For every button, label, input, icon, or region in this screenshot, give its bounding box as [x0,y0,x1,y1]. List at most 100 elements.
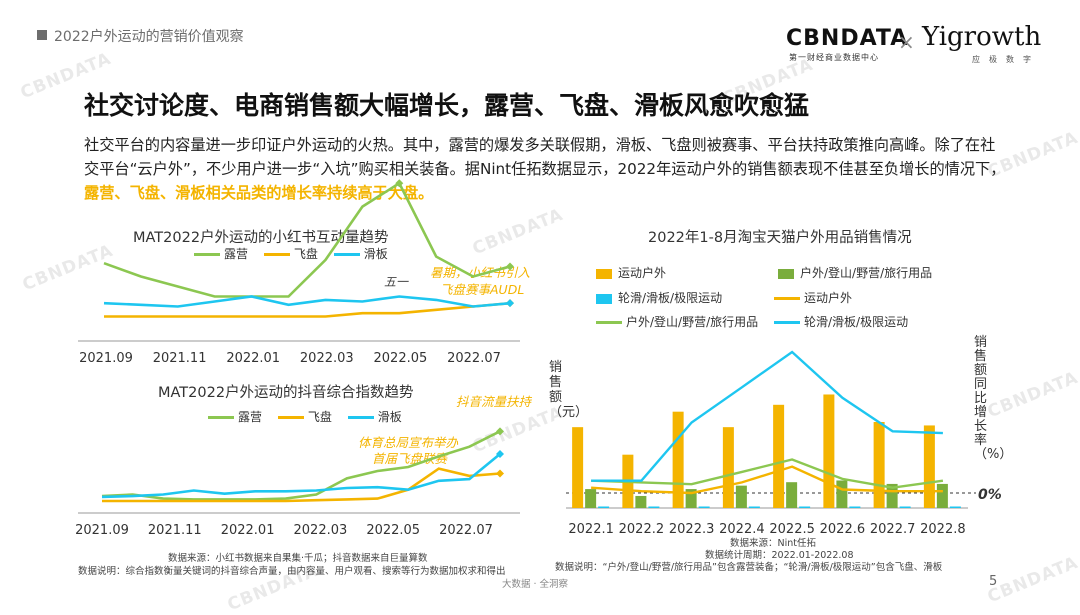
growth-line-2 [591,350,943,482]
legend-label: 户外/登山/野营/旅行用品 [626,315,759,329]
legend-line [596,321,622,324]
bar-2 [698,506,710,508]
bar-1 [786,482,798,508]
bar-1 [886,483,898,508]
bar-2 [799,506,811,508]
bar-1 [735,485,747,508]
x-tick-label: 2021.11 [153,351,207,366]
chart3-legend-item: 户外/登山/野营/旅行用品 [778,264,932,281]
legend-line [774,297,800,300]
x-tick-label: 2022.3 [669,522,715,537]
chart3-legend-item: 运动户外 [596,264,666,281]
bar-0 [873,422,885,508]
cbndata-logo: CBNDATA [786,26,909,51]
legend-label: 飞盘 [293,247,318,261]
bar-0 [672,411,684,508]
bar-0 [722,427,734,508]
annotation-gov-2: 首届飞盘联赛 [372,451,448,466]
legend-line-camping [194,253,220,256]
x-tick-label: 2021.09 [75,523,129,538]
legend-swatch [596,268,612,279]
logo-separator: × [898,30,915,54]
x-tick-label: 2022.01 [221,523,275,538]
x-tick-label: 2022.2 [619,522,665,537]
legend-label: 运动户外 [804,291,853,305]
footer-note-right: 数据说明：“户外/登山/野营/旅行用品”包含露营装备；“轮滑/滑板/极限运动”包… [555,562,943,573]
x-tick-label: 2022.7 [870,522,916,537]
series-end-marker-1 [496,469,504,478]
bar-2 [748,506,760,508]
series-end-marker-0 [496,427,504,436]
legend-line [774,321,800,324]
x-tick-label: 2022.6 [820,522,866,537]
x-tick-label: 2022.1 [568,522,614,537]
intro-text: 社交平台的内容量进一步印证户外运动的火热。其中，露营的爆发多关联假期，滑板、飞盘… [84,136,1006,178]
series-line-0 [101,430,501,501]
legend-line-skate [333,253,360,256]
x-tick-label: 2022.07 [447,351,501,366]
legend-label: 飞盘 [307,410,332,424]
legend-label: 轮滑/滑板/极限运动 [804,315,909,329]
bar-0 [923,425,935,508]
annotation-wuyi: 五一 [384,275,409,289]
legend-line-frisbee [263,253,290,256]
legend-line-camping [208,416,234,419]
legend-swatch [778,268,794,279]
annotation-summer-2: 飞盘赛事AUDL [440,282,525,297]
bar-2 [949,506,961,508]
annotation-gov-1: 体育总局宣布举办 [358,435,459,450]
bar-2 [899,506,911,508]
section-marker [37,30,47,40]
annotation-douyin: 抖音流量扶持 [456,394,532,409]
intro-highlight: 露营、飞盘、滑板相关品类的增长率持续高于大盘。 [84,184,434,202]
bar-2 [648,506,660,508]
chart3-legend-item: 户外/登山/野营/旅行用品 [584,313,758,330]
growth-line-0 [591,465,943,495]
footer-center: 大数据 · 全洞察 [502,579,569,590]
x-tick-label: 2022.4 [719,522,765,537]
yigrowth-logo-subtitle: 应极数字 [972,55,1040,64]
series-line-2 [103,295,511,308]
series-line-2 [101,452,501,499]
footer-source-left: 数据来源：小红书数据来自果集·千瓜；抖音数据来自巨量算数 [168,553,428,564]
series-end-marker-2 [496,450,504,459]
chart3-title: 2022年1-8月淘宝天猫户外用品销售情况 [648,230,912,246]
footer-note-left: 数据说明：综合指数衡量关键词的抖音综合声量，由内容量、用户观看、搜索等行为数据加… [78,566,506,577]
chart1-title: MAT2022户外运动的小红书互动量趋势 [133,230,389,246]
series-line-0 [103,181,511,298]
growth-line-1 [591,458,944,489]
yigrowth-logo: Yigrowth [922,22,1042,52]
bar-1 [585,489,597,508]
bar-1 [635,495,647,508]
peak-marker [395,179,404,188]
series-end-marker-2 [506,299,514,308]
x-tick-label: 2022.03 [294,523,348,538]
legend-line-skate [347,416,374,419]
x-tick-label: 2022.03 [300,351,354,366]
page-number: 5 [989,574,998,589]
x-tick-label: 2022.01 [226,351,280,366]
x-tick-label: 2022.05 [374,351,428,366]
bar-2 [849,506,861,508]
series-line-1 [102,467,501,503]
page-title: 社交讨论度、电商销售额大幅增长，露营、飞盘、滑板风愈吹愈猛 [84,91,810,120]
legend-label: 户外/登山/野营/旅行用品 [800,266,933,280]
legend-label: 轮滑/滑板/极限运动 [618,291,723,305]
bar-1 [836,480,848,508]
chart3-legend-item: 轮滑/滑板/极限运动 [596,289,722,306]
legend-swatch [596,293,612,304]
bar-1 [936,483,948,508]
bar-0 [823,394,835,508]
series-end-marker-0 [506,262,514,271]
chart3-legend-item: 运动户外 [770,289,852,306]
cbndata-logo-subtitle: 第一财经商业数据中心 [789,53,879,62]
footer-period-right: 数据统计周期：2022.01-2022.08 [705,550,854,561]
bar-0 [773,404,785,508]
x-tick-label: 2022.8 [920,522,966,537]
series-line-1 [104,301,511,318]
x-tick-label: 2022.05 [366,523,420,538]
bar-1 [685,489,697,508]
bar-0 [572,427,584,508]
bar-2 [598,506,610,508]
